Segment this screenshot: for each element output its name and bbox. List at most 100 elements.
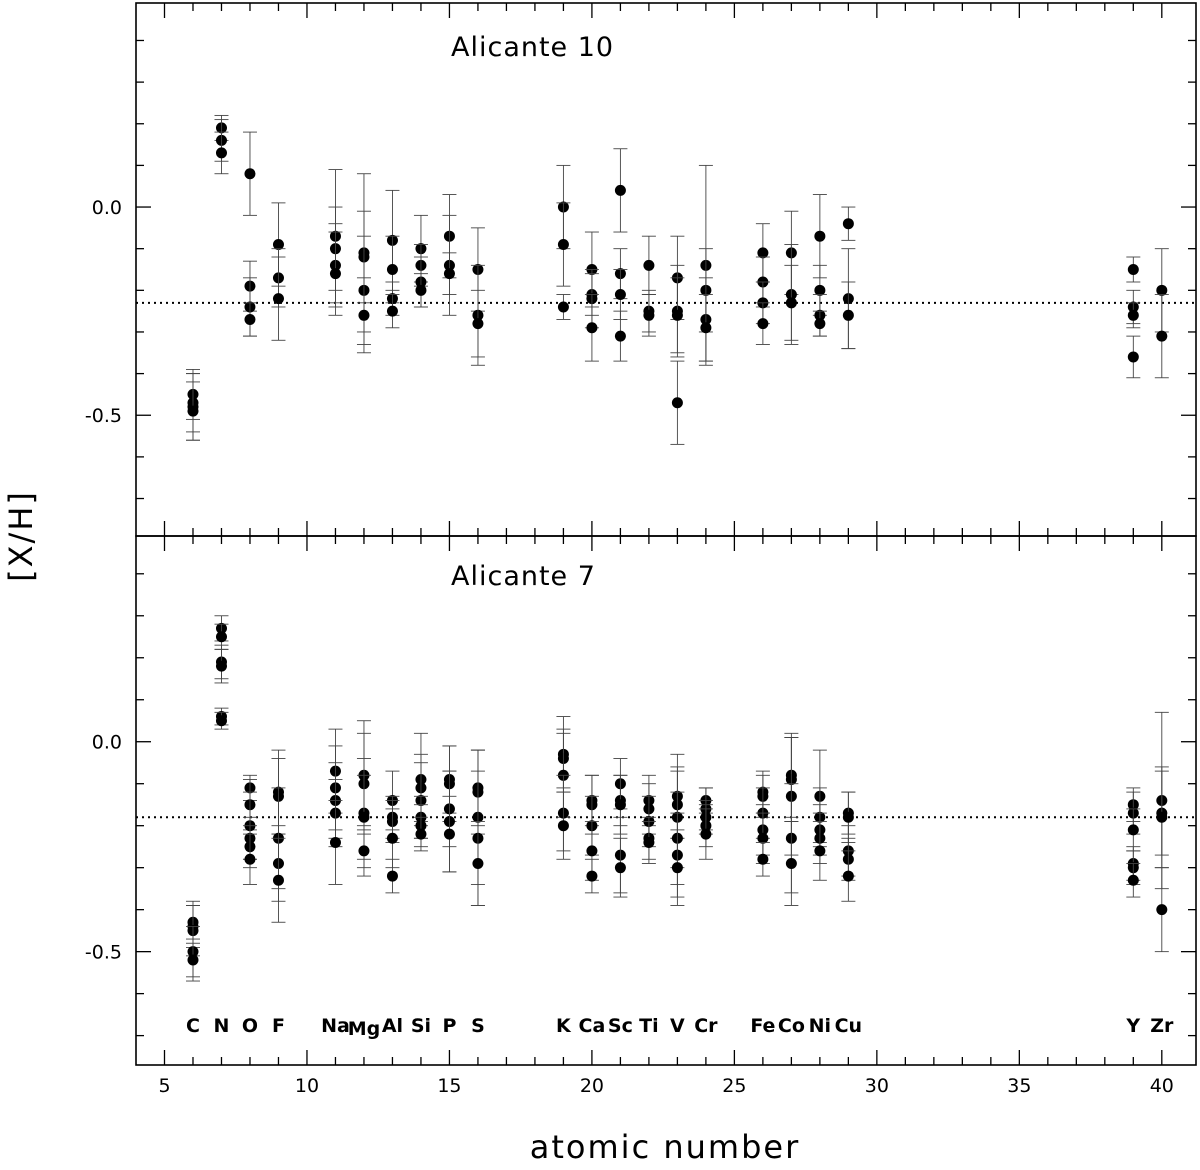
data-point [700,828,712,840]
data-point [814,845,826,857]
y-axis-title: [X/H] [2,490,40,582]
x-tick-label: 25 [722,1075,746,1097]
data-point [671,862,683,874]
element-label: Ni [809,1015,831,1037]
data-point [757,318,769,330]
data-point [386,264,398,275]
data-point [272,239,284,251]
data-point [358,309,370,321]
x-tick-label: 30 [865,1075,889,1097]
data-point [472,318,484,330]
element-label: Na [321,1015,350,1037]
data-point [386,870,398,882]
y-tick-label: 0.0 [92,732,122,754]
element-label: Al [382,1015,403,1037]
data-point [1156,811,1168,823]
y-tick-labels: 0.0 -0.5 0.0 -0.5 [85,197,122,964]
x-tick-label: 20 [580,1075,604,1097]
data-point [443,828,455,840]
data-point [1156,284,1168,296]
panel-title-alicante-10: Alicante 10 [451,32,614,63]
data-point [358,845,370,857]
data-point [415,828,427,840]
panel-frame [135,2,1197,537]
element-label: N [214,1015,230,1037]
data-point [329,268,341,280]
data-point [1156,330,1168,342]
data-point [1127,351,1139,363]
y-tick-label: -0.5 [85,942,122,964]
element-label: O [242,1015,258,1037]
element-label: Ti [639,1015,658,1037]
y-tick-label: -0.5 [85,405,122,427]
data-point [586,870,598,882]
data-point [272,293,284,305]
data-point [244,853,256,865]
data-point [187,405,199,417]
data-point [586,322,598,334]
data-point [700,322,712,334]
element-label: S [471,1015,485,1037]
data-point [785,857,797,869]
data-point [187,954,199,966]
data-point [1127,264,1139,275]
data-point [614,862,626,874]
element-label: Cu [835,1015,862,1037]
element-label: Mg [348,1018,381,1040]
data-point [443,268,455,280]
data-point [643,259,655,271]
data-point [842,309,854,321]
data-point [415,284,427,296]
data-point [842,218,854,230]
panel-title-alicante-7: Alicante 7 [451,561,596,592]
x-tick-label: 40 [1150,1075,1174,1097]
x-tick-label: 15 [437,1075,461,1097]
data-point [386,305,398,317]
element-label: Zr [1150,1015,1174,1037]
panel-alicante-10 [135,2,1197,537]
data-point [215,631,227,643]
x-tick-label: 5 [158,1075,170,1097]
data-point [643,309,655,321]
data-point [358,811,370,823]
data-point [215,660,227,672]
data-point [586,845,598,857]
data-point [472,857,484,869]
data-point [757,247,769,259]
element-label: P [442,1015,456,1037]
x-axis-title: atomic number [530,1128,800,1166]
data-point [614,184,626,196]
data-point [557,239,569,251]
element-label: F [272,1015,285,1037]
data-point [215,147,227,159]
data-point [1156,904,1168,916]
data-point [329,836,341,848]
data-point [614,330,626,342]
element-label: Si [411,1015,431,1037]
data-point [842,870,854,882]
data-point [814,230,826,242]
data-point [1127,824,1139,836]
data-point [757,832,769,844]
panel-alicante-7 [135,535,1197,1066]
element-label: Fe [750,1015,775,1037]
element-label: Co [778,1015,805,1037]
panel-frame [135,535,1197,1066]
data-point [557,301,569,313]
data-point [1127,309,1139,321]
data-point [614,288,626,300]
data-point [814,318,826,330]
data-point [785,297,797,309]
element-label: K [556,1015,572,1037]
x-tick-label: 10 [295,1075,319,1097]
data-point [244,168,256,180]
element-label: Sc [608,1015,633,1037]
data-point [1127,874,1139,886]
element-label: Cr [694,1015,718,1037]
x-tick-label: 35 [1007,1075,1031,1097]
data-point [386,832,398,844]
data-point [671,397,683,409]
element-label: Ca [579,1015,606,1037]
